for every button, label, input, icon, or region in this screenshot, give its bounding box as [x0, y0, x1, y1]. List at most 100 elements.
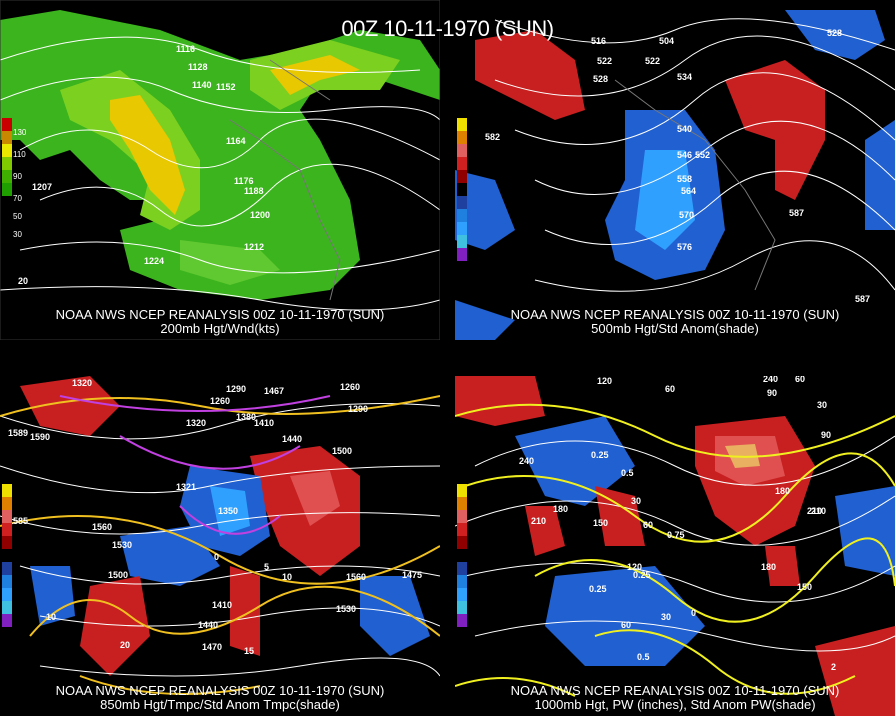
anom-positive-core [290, 471, 340, 526]
anom-negative-far-east [865, 120, 895, 230]
panel-subtitle: 850mb Hgt/Tmpc/Std Anom Tmpc(shade) [100, 697, 340, 712]
contour-label: 576 [677, 242, 693, 252]
legend-500mb [457, 118, 467, 261]
contour-label: 1116 [176, 44, 196, 54]
anom-negative-sw [120, 526, 220, 586]
contour-label: 582 [485, 132, 501, 142]
contour-label: 20 [120, 640, 131, 650]
contour-label: 2 [831, 662, 837, 672]
height-contours [494, 18, 895, 292]
contour-label: 1475 [402, 570, 423, 580]
contour-label: 150 [797, 582, 813, 592]
contour-label: 60 [621, 620, 632, 630]
contour-label: 1152 [216, 82, 236, 92]
contour-label: 1320 [186, 418, 207, 428]
contour-label: 150 [593, 518, 609, 528]
panel-500mb: 516 504 522 528 534 540 546 552 558 564 … [455, 0, 895, 340]
contour-label: 552 [695, 150, 711, 160]
coastline [229, 59, 341, 301]
contour-label: 0.75 [667, 530, 685, 540]
contour-label: 1188 [244, 186, 264, 196]
anom-negative-west [455, 170, 515, 250]
legend-value: 110 [13, 150, 26, 159]
height-contours [0, 36, 440, 311]
contour-label: 1410 [212, 600, 233, 610]
contour-label: 30 [817, 400, 828, 410]
contour-label: 120 [627, 562, 643, 572]
contour-label: 587 [789, 208, 805, 218]
contour-label: 1440 [282, 434, 303, 444]
source-caption: NOAA NWS NCEP REANALYSIS 00Z 10-11-1970 … [510, 683, 840, 698]
contour-label: 10 [282, 572, 293, 582]
contour-label: 1500 [332, 446, 353, 456]
contour-label: 1320 [72, 378, 93, 388]
legend-1000mb [457, 484, 467, 627]
contour-label: 534 [677, 72, 693, 82]
legend-value: 70 [13, 194, 22, 203]
map-200mb [0, 0, 440, 340]
contour-label: 546 [677, 150, 693, 160]
contour-label: 528 [827, 28, 843, 38]
contour-label: 528 [593, 74, 609, 84]
contour-label: 1290 [348, 404, 369, 414]
contour-label: 1176 [234, 176, 254, 186]
contour-label: 504 [659, 36, 675, 46]
panel-subtitle: 500mb Hgt/Std Anom(shade) [591, 321, 759, 336]
source-caption: NOAA NWS NCEP REANALYSIS 00Z 10-11-1970 … [55, 307, 385, 322]
anom-negative-core [210, 486, 250, 536]
contour-label: 90 [767, 388, 778, 398]
contour-label: 0.25 [589, 584, 607, 594]
panel-subtitle: 200mb Hgt/Wnd(kts) [160, 321, 280, 336]
source-caption: NOAA NWS NCEP REANALYSIS 00Z 10-11-1970 … [55, 683, 385, 698]
contour-label: 5 [264, 562, 270, 572]
contour-label: 60 [643, 520, 654, 530]
contour-label: 1321 [176, 482, 197, 492]
legend-value: 50 [13, 212, 22, 221]
panel-1000mb: 120 60 240 210 180 150 60 30 120 60 30 0… [455, 376, 895, 716]
legend-value: 30 [13, 230, 22, 239]
wind-shade-yellow [110, 95, 185, 215]
contour-label: 1128 [188, 62, 208, 72]
contour-label: 1200 [250, 210, 271, 220]
anom-negative-south [545, 566, 705, 666]
contour-label: 180 [775, 486, 791, 496]
contour-label: 210 [531, 516, 547, 526]
contour-label: 90 [821, 430, 832, 440]
contour-label: 1560 [92, 522, 113, 532]
anom-negative-far [835, 486, 895, 576]
anom-positive-se [815, 626, 895, 716]
anom-positive-mid [595, 486, 645, 546]
contour-label: 60 [795, 376, 806, 384]
contour-label: 10 [46, 612, 57, 622]
anom-positive-nw [20, 376, 120, 436]
contour-label: 20 [18, 276, 29, 286]
legend-value: 90 [13, 172, 22, 181]
anom-negative-west [30, 566, 75, 626]
legend-200mb [2, 118, 12, 196]
source-caption: NOAA NWS NCEP REANALYSIS 00Z 10-11-1970 … [510, 307, 840, 322]
panel-850mb: 1320 1290 1260 1320 1380 1410 1440 1500 … [0, 376, 440, 716]
contour-label: 210 [811, 506, 827, 516]
height-contours [0, 403, 440, 677]
contour-label: 1590 [30, 432, 51, 442]
panel-200mb: 130 110 90 70 50 30 1116 1128 1140 1152 … [0, 0, 440, 340]
contour-label: 240 [519, 456, 535, 466]
contour-label: 210 [807, 506, 823, 516]
contour-label: 1224 [144, 256, 165, 266]
contour-label: 180 [761, 562, 777, 572]
temp-contours-yellow [0, 395, 440, 695]
contour-label: 564 [681, 186, 697, 196]
contour-label: 60 [665, 384, 676, 394]
contour-label: 30 [631, 496, 642, 506]
contour-label: 522 [645, 56, 661, 66]
anom-positive-east [725, 60, 825, 200]
contour-label: 0 [214, 552, 220, 562]
contour-label: 0 [691, 608, 697, 618]
contour-label: 558 [677, 174, 693, 184]
contour-label: 1260 [340, 382, 361, 392]
anom-positive-south2 [230, 566, 260, 656]
contour-label: 1260 [210, 396, 231, 406]
wind-shade-yellow-2 [270, 55, 360, 95]
anom-negative-far [360, 576, 430, 656]
contour-label: 1380 [236, 412, 257, 422]
